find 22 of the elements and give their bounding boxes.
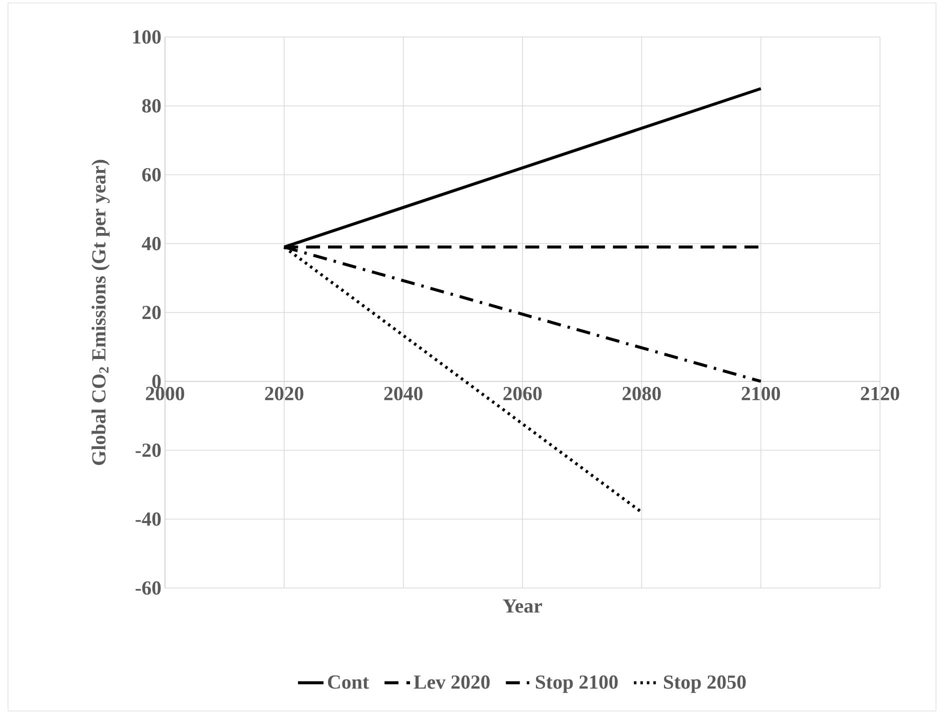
x-tick-label: 2040 [384,386,423,400]
y-tick-label: 20 [142,306,161,320]
x-tick-label: 2120 [860,386,900,400]
y-tick-label: 100 [133,30,161,44]
x-tick-label: 2100 [742,386,780,400]
y-tick-label: -40 [136,512,161,526]
y-tick-label: 60 [142,168,161,182]
x-axis-title: Year [502,599,542,613]
y-tick-label: 80 [142,99,161,113]
x-tick-label: 2080 [622,386,661,400]
y-tick-label: 0 [152,374,161,388]
x-tick-label: 2000 [146,386,184,400]
x-tick-label: 2060 [503,386,542,400]
legend-label: Stop 2050 [664,675,746,693]
legend-label: Lev 2020 [414,675,490,689]
y-axis-title: Global CO$_{2}$ Emissions (Gt per year) [92,160,110,465]
legend-label: Cont [328,675,369,689]
legend-label: Stop 2100 [536,675,618,693]
x-tick-label: 2020 [265,386,304,400]
y-tick-label: 40 [142,236,161,250]
y-tick-label: -20 [136,444,161,457]
y-tick-label: -60 [136,581,161,595]
